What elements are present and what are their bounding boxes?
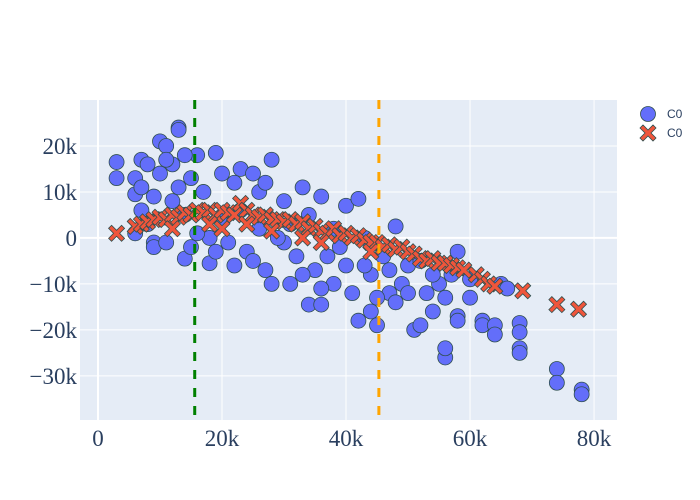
circle-point bbox=[319, 248, 336, 265]
legend-label[interactable]: C0 bbox=[667, 107, 683, 121]
circle-point bbox=[313, 188, 330, 205]
circle-point bbox=[412, 317, 429, 334]
circle-point bbox=[350, 312, 367, 329]
circle-point bbox=[183, 170, 199, 187]
circle-point bbox=[257, 174, 274, 191]
circle-point bbox=[170, 121, 187, 138]
legend[interactable]: C0 C0 bbox=[639, 106, 683, 142]
x-point bbox=[312, 233, 330, 252]
legend-label[interactable]: C0 bbox=[667, 126, 683, 140]
circle-point bbox=[338, 257, 354, 274]
circle-point bbox=[294, 266, 311, 283]
circle-point bbox=[344, 285, 361, 302]
x-tick-label: 60k bbox=[453, 426, 488, 451]
circle-point bbox=[294, 179, 311, 196]
x-point bbox=[514, 282, 532, 300]
x-point bbox=[201, 215, 219, 233]
circle-point bbox=[486, 326, 503, 343]
circle-point bbox=[356, 257, 373, 274]
circle-point bbox=[257, 262, 274, 279]
y-axis-ticks: 20k 10k 0 −10k −20k −30k bbox=[30, 134, 78, 389]
y-tick-label: −30k bbox=[30, 364, 78, 389]
legend-circle-icon bbox=[640, 106, 656, 122]
circle-point bbox=[282, 276, 299, 292]
circle-point bbox=[245, 165, 261, 182]
circle-point bbox=[573, 386, 590, 403]
circle-point bbox=[139, 156, 156, 173]
x-point bbox=[238, 215, 256, 233]
y-tick-label: 20k bbox=[43, 134, 78, 159]
circle-point bbox=[548, 374, 565, 391]
circle-point bbox=[108, 170, 125, 187]
x-point bbox=[362, 243, 380, 261]
circle-point bbox=[418, 285, 435, 302]
x-point bbox=[108, 224, 126, 242]
circle-point bbox=[437, 289, 454, 306]
circle-point bbox=[387, 294, 404, 311]
circle-point bbox=[462, 289, 478, 306]
x-tick-label: 0 bbox=[92, 426, 104, 451]
x-axis-ticks: 0 20k 40k 60k 80k bbox=[92, 426, 612, 451]
circle-point bbox=[362, 303, 379, 320]
y-tick-label: −20k bbox=[30, 318, 78, 343]
y-tick-label: −10k bbox=[30, 272, 78, 297]
circle-point bbox=[158, 234, 175, 251]
circle-point bbox=[313, 296, 330, 313]
x-point bbox=[569, 300, 588, 318]
circle-point bbox=[133, 179, 150, 196]
circle-point bbox=[288, 248, 305, 265]
x-point bbox=[163, 220, 181, 238]
x-point bbox=[294, 229, 312, 247]
legend-x-icon bbox=[639, 124, 657, 142]
circle-point bbox=[548, 361, 565, 377]
circle-point bbox=[338, 197, 354, 214]
circle-point bbox=[108, 154, 125, 170]
circle-point bbox=[214, 165, 230, 182]
circle-point bbox=[152, 165, 168, 182]
x-tick-label: 40k bbox=[329, 426, 364, 451]
data-marks bbox=[108, 119, 590, 403]
x-point bbox=[455, 261, 473, 279]
x-tick-label: 20k bbox=[205, 426, 240, 451]
circle-point bbox=[263, 151, 280, 168]
circle-point bbox=[158, 138, 175, 154]
x-tick-label: 80k bbox=[577, 426, 612, 451]
circle-point bbox=[220, 234, 237, 251]
circle-point bbox=[164, 193, 181, 210]
circle-point bbox=[145, 188, 162, 205]
y-tick-label: 0 bbox=[66, 226, 78, 251]
circle-point bbox=[245, 253, 261, 269]
circle-point bbox=[276, 193, 292, 210]
circle-point bbox=[313, 280, 330, 297]
circle-point bbox=[369, 289, 385, 306]
circle-point bbox=[511, 344, 528, 361]
circle-point bbox=[207, 144, 224, 161]
circle-point bbox=[381, 262, 398, 279]
circle-point bbox=[207, 243, 224, 260]
circle-point bbox=[511, 324, 528, 341]
x-point bbox=[263, 222, 281, 240]
circle-point bbox=[170, 179, 187, 196]
circle-point bbox=[183, 239, 199, 256]
circle-point bbox=[195, 184, 212, 200]
x-point bbox=[486, 277, 504, 295]
circle-point bbox=[350, 190, 367, 207]
circle-point bbox=[369, 317, 385, 334]
circle-point bbox=[158, 151, 175, 168]
y-tick-label: 10k bbox=[43, 180, 78, 205]
x-point bbox=[548, 296, 566, 314]
circle-point bbox=[226, 257, 243, 274]
circle-point bbox=[176, 147, 193, 164]
x-point bbox=[213, 220, 231, 238]
circle-point bbox=[437, 340, 454, 357]
circle-point bbox=[263, 276, 280, 292]
circle-point bbox=[449, 312, 466, 329]
circle-point bbox=[226, 174, 243, 191]
circle-point bbox=[499, 280, 516, 297]
circle-point bbox=[400, 285, 416, 302]
circle-point bbox=[387, 218, 404, 235]
circle-point bbox=[424, 303, 441, 320]
